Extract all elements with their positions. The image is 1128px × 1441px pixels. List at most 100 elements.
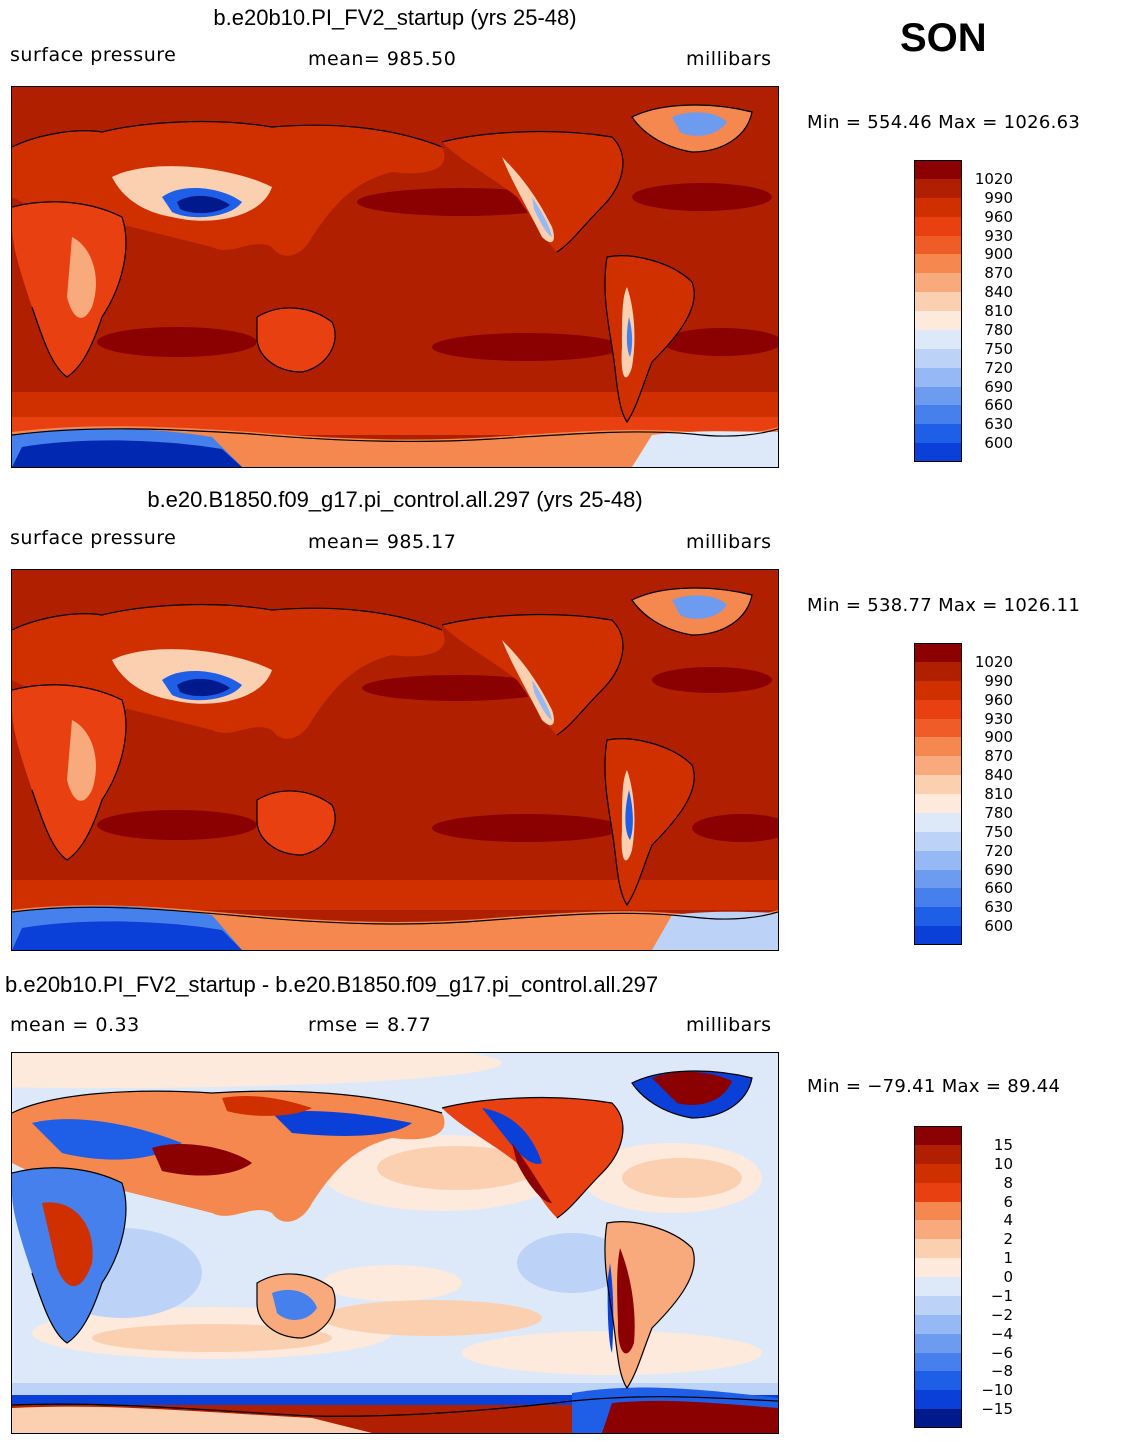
colorbar-tick-label: 660	[984, 879, 1013, 898]
panel-1-units: millibars	[686, 48, 772, 70]
colorbar-swatch	[914, 216, 962, 236]
colorbar-swatch	[914, 1352, 962, 1372]
colorbar-swatch	[914, 756, 962, 776]
panel-2-title: b.e20.B1850.f09_g17.pi_control.all.297 (…	[147, 487, 643, 512]
colorbar-tick-label: 690	[984, 377, 1013, 396]
panel-1-mean: mean= 985.50	[308, 48, 457, 70]
colorbar-swatch	[914, 926, 962, 945]
colorbar-swatch	[914, 831, 962, 851]
colorbar-tick-label: 900	[984, 245, 1013, 264]
colorbar-tick-label: −15	[981, 1400, 1013, 1419]
colorbar-swatch	[914, 699, 962, 719]
panel-1-minmax: Min = 554.46 Max = 1026.63	[807, 112, 1081, 133]
colorbar-tick-label: 870	[984, 264, 1013, 283]
colorbar-tick-label: 600	[984, 434, 1013, 453]
colorbar-swatch	[914, 869, 962, 889]
panel-2-variable: surface pressure	[10, 527, 177, 549]
panel-1-variable: surface pressure	[10, 44, 177, 66]
panel-3-minmax: Min = −79.41 Max = 89.44	[807, 1076, 1061, 1097]
colorbar-tick-label: 990	[984, 671, 1013, 690]
colorbar-swatch	[914, 1239, 962, 1259]
colorbar-tick-label: 810	[984, 785, 1013, 803]
colorbar-swatch	[914, 311, 962, 330]
panel-3-title: b.e20b10.PI_FV2_startup - b.e20.B1850.f0…	[5, 972, 659, 997]
colorbar-tick-label: 2	[1003, 1230, 1013, 1249]
colorbar-swatch	[914, 235, 962, 255]
colorbar-swatch	[914, 348, 962, 368]
colorbar-tick-label: 840	[984, 283, 1013, 302]
colorbar-swatch	[914, 1126, 962, 1145]
panel-2-colorbar	[914, 643, 962, 945]
colorbar-tick-label: 930	[984, 226, 1013, 245]
colorbar-swatch	[914, 850, 962, 870]
colorbar-tick-label: 15	[993, 1135, 1013, 1154]
colorbar-tick-label: −6	[990, 1343, 1013, 1362]
colorbar-tick-label: 840	[984, 766, 1013, 785]
colorbar-swatch	[914, 443, 962, 462]
colorbar-swatch	[914, 794, 962, 813]
colorbar-swatch	[914, 1144, 962, 1164]
colorbar-swatch	[914, 386, 962, 406]
colorbar-swatch	[914, 1258, 962, 1277]
colorbar-swatch	[914, 424, 962, 444]
colorbar-tick-label: 0	[1003, 1268, 1013, 1286]
colorbar-swatch	[914, 178, 962, 198]
colorbar-swatch	[914, 1390, 962, 1410]
colorbar-swatch	[914, 197, 962, 217]
colorbar-swatch	[914, 1409, 962, 1428]
colorbar-swatch	[914, 718, 962, 738]
panel-3-units: millibars	[686, 1014, 772, 1036]
season-label: SON	[900, 16, 987, 60]
colorbar-swatch	[914, 254, 962, 274]
colorbar-tick-label: 630	[984, 898, 1013, 917]
panel-1-colorbar	[914, 160, 962, 462]
colorbar-tick-label: 690	[984, 860, 1013, 879]
colorbar-tick-label: 630	[984, 415, 1013, 434]
colorbar-tick-label: 600	[984, 917, 1013, 936]
colorbar-swatch	[914, 1201, 962, 1221]
colorbar-swatch	[914, 775, 962, 794]
colorbar-tick-label: −2	[990, 1305, 1013, 1324]
colorbar-tick-label: 960	[984, 207, 1013, 226]
colorbar-swatch	[914, 160, 962, 179]
colorbar-swatch	[914, 292, 962, 311]
colorbar-swatch	[914, 1182, 962, 1202]
colorbar-tick-label: 750	[984, 339, 1013, 358]
colorbar-tick-label: 660	[984, 396, 1013, 415]
panel-3-mean: mean = 0.33	[10, 1014, 140, 1036]
panel-3-map	[11, 1052, 779, 1434]
colorbar-swatch	[914, 888, 962, 908]
colorbar-tick-label: 720	[984, 841, 1013, 860]
colorbar-tick-label: −8	[990, 1362, 1013, 1381]
colorbar-swatch	[914, 737, 962, 757]
colorbar-tick-label: 1020	[974, 169, 1013, 188]
colorbar-tick-label: 4	[1003, 1211, 1013, 1230]
colorbar-swatch	[914, 1314, 962, 1334]
colorbar-swatch	[914, 329, 962, 349]
colorbar-tick-label: −1	[990, 1286, 1013, 1305]
colorbar-tick-label: 1020	[974, 652, 1013, 671]
panel-2-units: millibars	[686, 531, 772, 553]
panel-3-rmse: rmse = 8.77	[308, 1014, 432, 1036]
colorbar-swatch	[914, 367, 962, 387]
colorbar-swatch	[914, 907, 962, 927]
colorbar-tick-label: 1	[1003, 1249, 1013, 1268]
colorbar-swatch	[914, 812, 962, 832]
colorbar-swatch	[914, 661, 962, 681]
colorbar-swatch	[914, 680, 962, 700]
colorbar-tick-label: −10	[981, 1381, 1013, 1400]
panel-1-title: b.e20b10.PI_FV2_startup (yrs 25-48)	[213, 5, 577, 30]
colorbar-swatch	[914, 643, 962, 662]
colorbar-swatch	[914, 1220, 962, 1240]
colorbar-tick-label: 10	[993, 1154, 1013, 1173]
panel-2-map	[11, 569, 779, 951]
colorbar-tick-label: −4	[990, 1324, 1013, 1343]
colorbar-swatch	[914, 1277, 962, 1296]
colorbar-tick-label: 810	[984, 302, 1013, 320]
colorbar-swatch	[914, 405, 962, 425]
panel-1-map	[11, 86, 779, 468]
colorbar-tick-label: 750	[984, 822, 1013, 841]
colorbar-swatch	[914, 1371, 962, 1391]
colorbar-tick-label: 8	[1003, 1173, 1013, 1192]
colorbar-tick-label: 990	[984, 188, 1013, 207]
